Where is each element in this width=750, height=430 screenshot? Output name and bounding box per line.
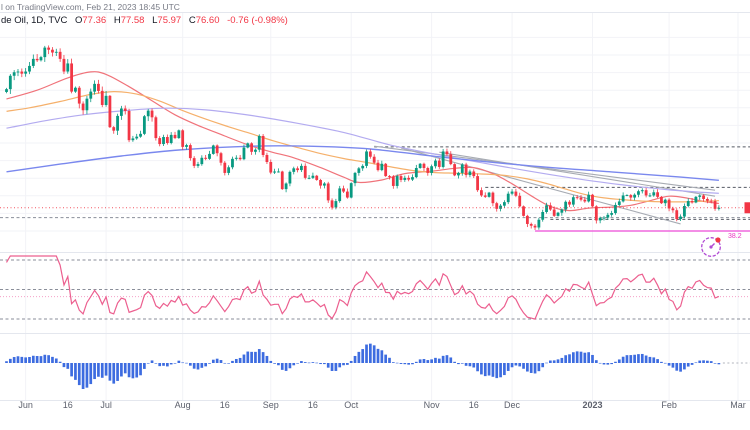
time-axis-label: Nov xyxy=(424,400,441,410)
time-axis-label: 16 xyxy=(308,400,318,410)
time-axis-label: Jun xyxy=(18,400,33,410)
time-axis-label: 16 xyxy=(63,400,73,410)
time-axis-label: Mar xyxy=(730,400,746,410)
open-value: 77.36 xyxy=(82,15,107,26)
time-axis-label: Sep xyxy=(263,400,279,410)
time-axis-label: Oct xyxy=(344,400,359,410)
rsi-line xyxy=(5,255,720,320)
change-value: -0.76 (-0.98%) xyxy=(227,15,288,26)
current-price-label-fragment xyxy=(744,202,750,214)
time-axis-label: 16 xyxy=(220,400,230,410)
macd-histogram xyxy=(5,343,750,389)
attribution-text: l on TradingView.com, Feb 21, 2023 18:45… xyxy=(1,2,180,12)
symbol-title: de Oil, 1D, TVC xyxy=(1,15,68,26)
high-label: H xyxy=(113,15,121,26)
close-value: 76.60 xyxy=(195,15,220,26)
sma20-line xyxy=(6,71,719,212)
pink-level-axis-label: 38.2 xyxy=(728,233,742,240)
time-axis-label: Aug xyxy=(175,400,191,410)
pane-separators xyxy=(0,12,750,401)
trendlines-layer xyxy=(374,145,716,225)
time-axis-labels[interactable]: Jun 16 Jul Aug 16 Sep 16 Oct Nov 16 Dec 2023 Feb Mar xyxy=(18,400,745,410)
sma100-line xyxy=(6,107,719,194)
low-value: 75.97 xyxy=(157,15,182,26)
gridlines-layer xyxy=(0,13,750,400)
close-label: C xyxy=(188,15,196,26)
time-axis-label: 2023 xyxy=(582,400,602,410)
open-label: O xyxy=(75,15,83,26)
levels-layer xyxy=(0,146,750,232)
candles-layer xyxy=(5,45,721,230)
price-line-layer xyxy=(0,202,750,214)
high-value: 77.58 xyxy=(120,15,145,26)
gauge-hub xyxy=(709,245,713,249)
rsi-levels xyxy=(0,259,750,320)
time-axis-label: Dec xyxy=(504,400,521,410)
notification-dot xyxy=(715,237,721,243)
technicals-gauge-icon[interactable] xyxy=(699,235,723,259)
low-label: L xyxy=(152,15,158,26)
time-axis-label: 16 xyxy=(469,400,479,410)
time-axis-label: Feb xyxy=(661,400,677,410)
time-axis-label: Jul xyxy=(100,400,112,410)
symbol-legend: de Oil, 1D, TVC O77.36 H77.58 L75.97 C76… xyxy=(1,15,288,26)
sma200-line xyxy=(6,145,719,181)
